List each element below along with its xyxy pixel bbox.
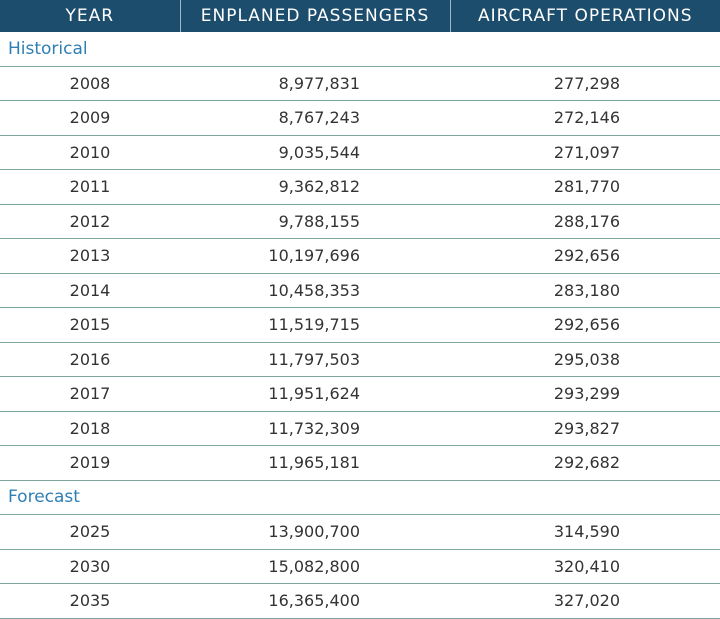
data-row: 2018 11,732,309 293,827 <box>0 411 720 446</box>
data-cell: 2014 <box>0 273 180 308</box>
data-cell: 271,097 <box>450 135 720 170</box>
data-cell: 292,656 <box>450 307 720 343</box>
data-cell: 2013 <box>0 238 180 274</box>
data-cell: 2009 <box>0 100 180 136</box>
data-cell: 314,590 <box>450 514 720 550</box>
header-row: YEAR ENPLANED PASSENGERS AIRCRAFT OPERAT… <box>0 0 720 32</box>
data-row: 2014 10,458,353 283,180 <box>0 273 720 308</box>
data-cell: 2030 <box>0 549 180 584</box>
data-cell: 8,977,831 <box>180 66 450 101</box>
data-row: 2017 11,951,624 293,299 <box>0 376 720 412</box>
data-cell: 9,035,544 <box>180 135 450 170</box>
data-cell: 292,656 <box>450 238 720 274</box>
data-cell: 277,298 <box>450 66 720 101</box>
table-body: Historical 2008 8,977,831 277,298 2009 8,767,… <box>0 32 720 619</box>
data-cell: 2011 <box>0 169 180 205</box>
data-cell: 2017 <box>0 376 180 412</box>
data-cell: 327,020 <box>450 583 720 619</box>
data-cell: 2019 <box>0 445 180 481</box>
header-cell: YEAR <box>0 0 180 32</box>
data-cell: 11,519,715 <box>180 307 450 343</box>
data-cell: 10,197,696 <box>180 238 450 274</box>
data-cell: 9,788,155 <box>180 204 450 239</box>
data-row: 2013 10,197,696 292,656 <box>0 238 720 274</box>
data-row: 2009 8,767,243 272,146 <box>0 100 720 136</box>
data-row: 2008 8,977,831 277,298 <box>0 66 720 101</box>
data-cell: 2016 <box>0 342 180 377</box>
data-row: 2035 16,365,400 327,020 <box>0 583 720 619</box>
data-cell: 288,176 <box>450 204 720 239</box>
data-cell: 9,362,812 <box>180 169 450 205</box>
data-cell: 8,767,243 <box>180 100 450 136</box>
data-row: 2011 9,362,812 281,770 <box>0 169 720 205</box>
data-cell: 295,038 <box>450 342 720 377</box>
data-cell: 320,410 <box>450 549 720 584</box>
data-cell: 10,458,353 <box>180 273 450 308</box>
header-cell: ENPLANED PASSENGERS <box>179 0 450 32</box>
data-cell: 2015 <box>0 307 180 343</box>
data-cell: 293,299 <box>450 376 720 412</box>
data-cell: 15,082,800 <box>180 549 450 584</box>
data-row: 2019 11,965,181 292,682 <box>0 445 720 481</box>
data-row: 2012 9,788,155 288,176 <box>0 204 720 239</box>
data-cell: 2018 <box>0 411 180 446</box>
data-cell: 2035 <box>0 583 180 619</box>
section-label: Forecast <box>0 480 720 515</box>
data-row: 2030 15,082,800 320,410 <box>0 549 720 584</box>
data-cell: 11,965,181 <box>180 445 450 481</box>
data-cell: 281,770 <box>450 169 720 205</box>
data-row: 2010 9,035,544 271,097 <box>0 135 720 170</box>
data-cell: 2025 <box>0 514 180 550</box>
data-row: 2025 13,900,700 314,590 <box>0 514 720 550</box>
data-cell: 283,180 <box>450 273 720 308</box>
data-cell: 293,827 <box>450 411 720 446</box>
data-cell: 11,951,624 <box>180 376 450 412</box>
section-label: Historical <box>0 32 720 67</box>
data-cell: 2008 <box>0 66 180 101</box>
data-row: 2015 11,519,715 292,656 <box>0 307 720 343</box>
data-cell: 2012 <box>0 204 180 239</box>
data-cell: 272,146 <box>450 100 720 136</box>
data-row: 2016 11,797,503 295,038 <box>0 342 720 377</box>
header-cell: AIRCRAFT OPERATIONS <box>449 0 720 32</box>
data-cell: 292,682 <box>450 445 720 481</box>
table-header: YEAR ENPLANED PASSENGERS AIRCRAFT OPERAT… <box>0 0 720 32</box>
data-cell: 13,900,700 <box>180 514 450 550</box>
data-cell: 2010 <box>0 135 180 170</box>
data-cell: 11,732,309 <box>180 411 450 446</box>
section-row: Forecast <box>0 480 720 515</box>
data-cell: 11,797,503 <box>180 342 450 377</box>
data-cell: 16,365,400 <box>180 583 450 619</box>
section-row: Historical <box>0 32 720 67</box>
